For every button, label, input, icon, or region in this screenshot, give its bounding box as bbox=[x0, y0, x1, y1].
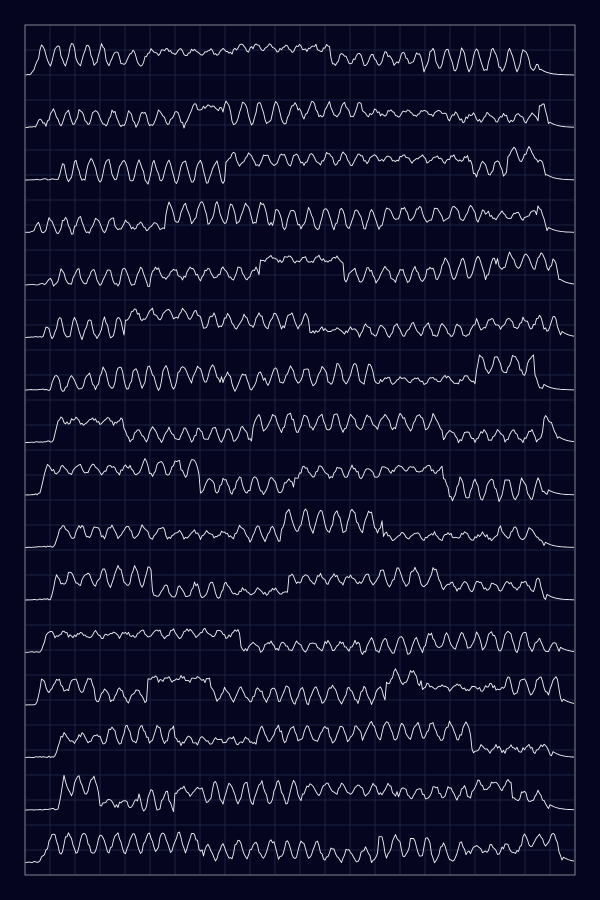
waveform bbox=[24, 307, 575, 341]
waveform bbox=[24, 43, 574, 76]
waveform bbox=[24, 201, 575, 235]
waveform bbox=[24, 458, 575, 502]
waveform bbox=[24, 251, 575, 288]
waveform bbox=[24, 627, 575, 655]
waveform bbox=[24, 720, 575, 758]
waveform bbox=[24, 100, 574, 129]
frame bbox=[24, 24, 576, 876]
waveforms bbox=[24, 43, 575, 864]
waveform bbox=[25, 774, 574, 813]
waveform bbox=[25, 412, 575, 444]
waveform bbox=[25, 508, 574, 548]
waveform bbox=[24, 831, 575, 864]
waveform bbox=[25, 354, 575, 392]
waveform bbox=[24, 668, 575, 706]
waveform bbox=[25, 565, 574, 601]
grid bbox=[25, 25, 575, 875]
waveform bbox=[25, 146, 574, 185]
